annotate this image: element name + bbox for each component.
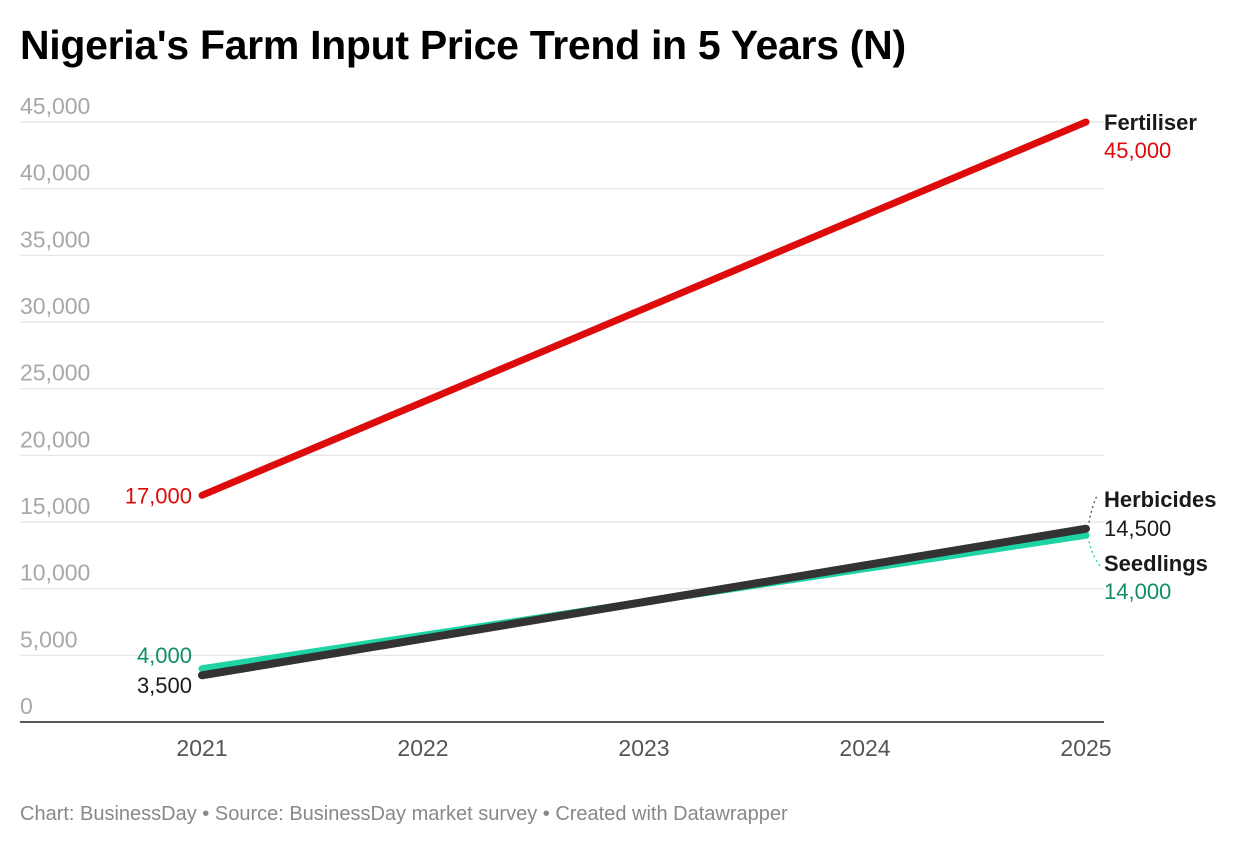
- x-tick-label: 2021: [176, 735, 227, 761]
- series-line-fertiliser: [198, 118, 1090, 499]
- leader-line-herbicides: [1088, 493, 1099, 523]
- series-name-herbicides: Herbicides: [1104, 487, 1217, 512]
- y-tick-label: 45,000: [20, 93, 90, 119]
- y-tick-label: 35,000: [20, 226, 90, 252]
- leader-line-seedlings: [1088, 541, 1101, 567]
- direct-labels: 17,000 4,000 3,500 Fertiliser 45,000 Herbicid…: [125, 110, 1217, 698]
- y-tick-label: 25,000: [20, 360, 90, 386]
- series-name-seedlings: Seedlings: [1104, 551, 1208, 576]
- series-lines: [198, 118, 1090, 680]
- x-tick-label: 2025: [1060, 735, 1111, 761]
- y-tick-label: 30,000: [20, 293, 90, 319]
- series-line-herbicides: [198, 524, 1090, 680]
- x-tick-label: 2023: [618, 735, 669, 761]
- y-tick-label: 15,000: [20, 493, 90, 519]
- y-tick-label: 10,000: [20, 560, 90, 586]
- y-tick-label: 5,000: [20, 626, 78, 652]
- end-label-fertiliser: 45,000: [1104, 138, 1171, 163]
- y-tick-label: 40,000: [20, 160, 90, 186]
- x-tick-label: 2024: [839, 735, 890, 761]
- end-label-seedlings: 14,000: [1104, 579, 1171, 604]
- end-label-herbicides: 14,500: [1104, 516, 1171, 541]
- start-label-seedlings: 4,000: [137, 643, 192, 668]
- x-tick-label: 2022: [397, 735, 448, 761]
- y-tick-label: 20,000: [20, 426, 90, 452]
- series-name-fertiliser: Fertiliser: [1104, 110, 1197, 135]
- chart-footer: Chart: BusinessDay • Source: BusinessDay…: [20, 803, 788, 825]
- start-label-fertiliser: 17,000: [125, 483, 192, 508]
- x-axis-ticks: 2021 2022 2023 2024 2025: [176, 735, 1111, 761]
- gridlines: [20, 121, 1104, 723]
- start-label-herbicides: 3,500: [137, 673, 192, 698]
- y-tick-label: 0: [20, 693, 33, 719]
- chart-title: Nigeria's Farm Input Price Trend in 5 Ye…: [20, 22, 906, 68]
- y-axis-ticks: 0 5,000 10,000 15,000 20,000 25,000 30,000 35,0…: [20, 93, 90, 719]
